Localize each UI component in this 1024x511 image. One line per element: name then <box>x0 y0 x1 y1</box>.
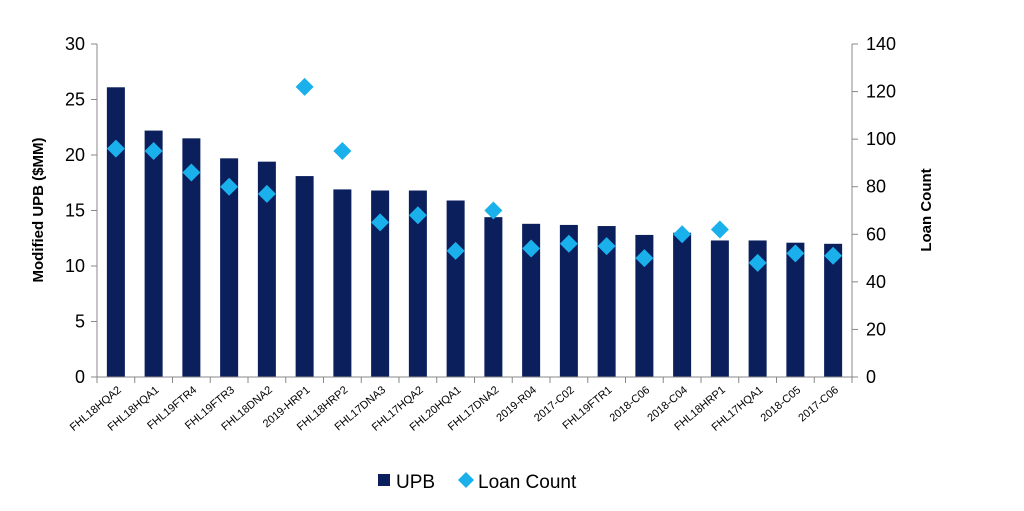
x-tick-label: 2018-C06 <box>608 384 653 424</box>
y-tick-label: 30 <box>65 34 85 54</box>
point-loan-count <box>786 244 805 263</box>
legend-upb-swatch <box>378 474 390 486</box>
point-loan-count <box>824 246 843 265</box>
point-loan-count <box>333 142 352 161</box>
point-loan-count <box>446 241 465 260</box>
bar-upb <box>408 190 427 377</box>
x-tick-label: 2017-C06 <box>796 384 841 424</box>
bar-upb <box>182 138 201 377</box>
point-loan-count <box>635 249 654 268</box>
y2-tick-label: 60 <box>866 224 886 244</box>
y2-tick-label: 20 <box>866 319 886 339</box>
bar-upb <box>559 224 578 377</box>
upb-bars <box>106 87 843 377</box>
point-loan-count <box>559 234 578 253</box>
legend-upb-label: UPB <box>396 472 435 493</box>
point-loan-count <box>597 237 616 256</box>
point-loan-count <box>220 177 239 196</box>
bar-upb <box>673 232 692 377</box>
point-loan-count <box>484 201 503 220</box>
point-loan-count <box>748 253 767 272</box>
bar-upb <box>106 87 125 377</box>
point-loan-count <box>295 77 314 96</box>
y2-tick-label: 100 <box>866 129 896 149</box>
point-loan-count <box>182 163 201 182</box>
y-axis-right: 0 20 40 60 80 100 120 140 <box>851 34 896 387</box>
bar-upb <box>484 217 503 377</box>
y-axis-title-left: Modified UPB ($MM) <box>30 138 47 283</box>
bar-upb <box>786 242 805 377</box>
y-tick-label: 10 <box>65 256 85 276</box>
bar-upb <box>333 189 352 377</box>
y-tick-label: 5 <box>75 312 85 332</box>
legend: UPB Loan Count <box>378 472 577 493</box>
bar-upb <box>295 176 314 377</box>
y-tick-label: 0 <box>75 367 85 387</box>
point-loan-count <box>408 206 427 225</box>
y-tick-label: 25 <box>65 90 85 110</box>
point-loan-count <box>371 213 390 232</box>
y2-tick-label: 40 <box>866 272 886 292</box>
point-loan-count <box>522 239 541 258</box>
point-loan-count <box>257 184 276 203</box>
bar-upb <box>748 240 767 377</box>
y2-tick-label: 80 <box>866 177 886 197</box>
x-tick-label: 2018-C05 <box>759 384 804 424</box>
bar-upb <box>710 240 729 377</box>
point-loan-count <box>106 139 125 158</box>
y-tick-label: 15 <box>65 201 85 221</box>
bar-upb <box>522 223 541 377</box>
y2-tick-label: 120 <box>866 82 896 102</box>
legend-loan-count-diamond-icon <box>458 472 474 488</box>
bar-upb <box>371 190 390 377</box>
y-axis-left: 0 5 10 15 20 25 30 <box>65 34 98 387</box>
point-loan-count <box>673 225 692 244</box>
y2-tick-label: 0 <box>866 367 876 387</box>
y-tick-label: 20 <box>65 145 85 165</box>
bar-upb <box>446 200 465 377</box>
bar-upb <box>824 243 843 377</box>
bar-upb <box>220 158 239 377</box>
point-loan-count <box>710 220 729 239</box>
legend-loan-count-label: Loan Count <box>478 472 577 493</box>
x-axis: FHL18HQA2FHL18HQA1FHL19FTR4FHL19FTR3FHL1… <box>68 376 853 434</box>
loan-count-markers <box>106 77 843 272</box>
bar-upb <box>635 234 654 377</box>
y2-tick-label: 140 <box>866 34 896 54</box>
bar-upb <box>257 161 276 377</box>
x-tick-label: 2019-R04 <box>494 384 539 424</box>
bar-upb <box>597 226 616 377</box>
point-loan-count <box>144 142 163 161</box>
bar-upb <box>144 130 163 377</box>
y-axis-title-right: Loan Count <box>918 168 935 251</box>
